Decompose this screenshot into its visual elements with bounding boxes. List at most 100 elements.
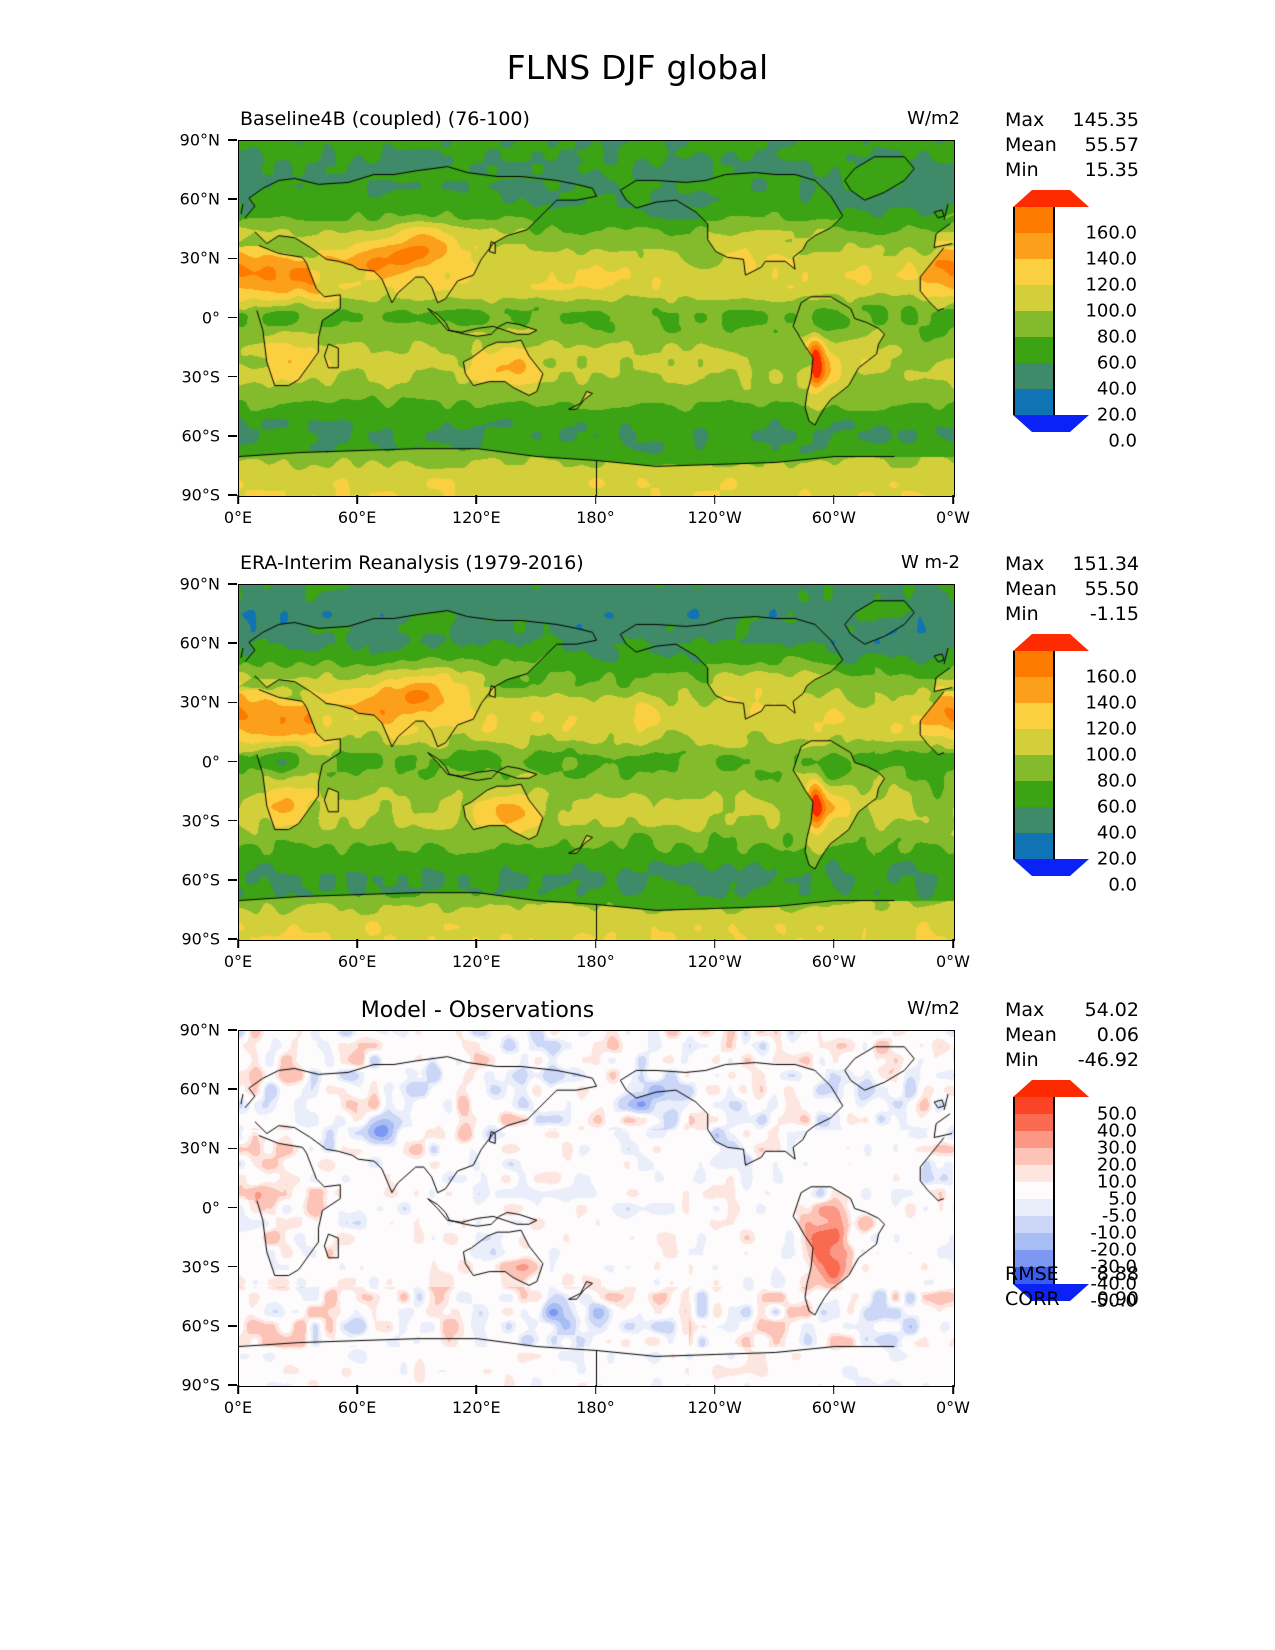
x-tick-mark (475, 939, 478, 948)
y-tick-mark (228, 198, 237, 200)
colorbar-arrow-up (1013, 634, 1089, 651)
y-tick-mark (228, 583, 237, 585)
colorbar-tick-label: -40.0 (1090, 1273, 1137, 1295)
stats-difference: Max 54.02 Mean 0.06 Min -46.92 (1005, 998, 1139, 1073)
y-tick-mark (228, 760, 237, 763)
colorbar-difference: 50.0 40.0 30.0 20.0 10.0 5.0 -5.0 -10.0 -20.0 -30… (1013, 1080, 1137, 1312)
y-tick-label: 60°N (179, 189, 220, 209)
y-tick-label: 30°N (179, 692, 220, 712)
x-tick-mark (475, 1385, 478, 1394)
map-plot-model (238, 140, 955, 497)
y-tick-mark (228, 316, 237, 319)
x-axis-difference: 0°E 60°E 120°E 180° 120°W 60°W 0°W (224, 1385, 970, 1425)
y-tick-mark (228, 938, 237, 940)
colorbar-arrow-up (1013, 1080, 1089, 1097)
y-tick-mark (228, 494, 237, 496)
stat-label: Max (1005, 109, 1045, 131)
x-tick-label: 60°E (337, 952, 377, 971)
x-tick-mark (356, 939, 358, 948)
colorbar-segment (1015, 259, 1053, 285)
stat-label: Mean (1005, 578, 1057, 600)
x-tick-mark (713, 939, 716, 948)
panel-title-observations: ERA-Interim Reanalysis (1979-2016) (240, 552, 584, 574)
stat-value: 54.02 (1084, 999, 1139, 1021)
colorbar-tick-label: 40.0 (1096, 1120, 1137, 1142)
x-tick-label: 0°E (223, 508, 253, 527)
colorbar-arrow-down (1013, 859, 1089, 876)
y-tick-mark (228, 435, 237, 437)
panel-model: Baseline4B (coupled) (76-100) W/m2 90°N 6… (0, 108, 1275, 527)
x-tick-mark (475, 495, 478, 504)
colorbar-segment (1015, 1250, 1053, 1267)
colorbar-tick-label: 80.0 (1096, 326, 1137, 348)
rmse-label: RMSE (1005, 1263, 1059, 1285)
stat-label: Max (1005, 999, 1045, 1021)
y-tick-label: 60°S (181, 870, 220, 890)
colorbar-body (1013, 207, 1055, 415)
x-tick-label: 0°W (936, 1398, 970, 1417)
y-tick-label: 90°S (181, 1375, 220, 1395)
y-tick-mark (228, 1147, 237, 1150)
colorbar-tick-label: -50.0 (1090, 1290, 1137, 1312)
y-tick-label: 30°S (181, 811, 220, 831)
y-tick-label: 30°N (179, 248, 220, 268)
corr-value: 0.90 (1096, 1288, 1139, 1310)
colorbar-arrow-up (1013, 190, 1089, 207)
stat-value: 0.06 (1096, 1024, 1139, 1046)
colorbar-tick-label: 20.0 (1096, 848, 1137, 870)
panel-title-difference: Model - Observations (360, 998, 595, 1023)
colorbar-tick-label: 30.0 (1096, 1137, 1137, 1159)
colorbar-tick-label: -5.0 (1101, 1205, 1137, 1227)
x-tick-label: 0°E (223, 1398, 253, 1417)
colorbar-tick-label: -30.0 (1090, 1256, 1137, 1278)
colorbar-tick-label: 60.0 (1096, 796, 1137, 818)
y-tick-label: 0° (201, 1198, 220, 1217)
skill-scores: RMSE 8.88 CORR 0.90 (1005, 1262, 1139, 1312)
colorbar-segment (1015, 1097, 1053, 1114)
x-tick-label: 60°E (337, 508, 377, 527)
x-tick-label: 180° (576, 1398, 615, 1417)
colorbar-arrow-down (1013, 1284, 1089, 1301)
y-tick-label: 90°S (181, 485, 220, 505)
y-tick-mark (228, 1325, 237, 1327)
x-tick-mark (833, 939, 835, 948)
x-tick-label: 180° (576, 952, 615, 971)
colorbar-body (1013, 651, 1055, 859)
colorbar-body (1013, 1097, 1055, 1284)
colorbar-tick-label: 120.0 (1085, 274, 1137, 296)
stat-value: 55.50 (1084, 578, 1139, 600)
stats-observations: Max 151.34 Mean 55.50 Min -1.15 (1005, 552, 1139, 627)
colorbar-tick-label: 50.0 (1096, 1103, 1137, 1125)
map-plot-observations (238, 584, 955, 941)
y-axis-observations: 90°N 60°N 30°N 0° 30°S 60°S 90°S (178, 575, 237, 949)
y-tick-label: 60°N (179, 633, 220, 653)
y-axis-model: 90°N 60°N 30°N 0° 30°S 60°S 90°S (178, 131, 237, 505)
stat-label: Max (1005, 553, 1045, 575)
colorbar-tick-label: 10.0 (1096, 1171, 1137, 1193)
y-tick-label: 30°N (179, 1138, 220, 1158)
x-tick-mark (833, 1385, 835, 1394)
x-tick-mark (713, 495, 716, 504)
panel-observations: ERA-Interim Reanalysis (1979-2016) W m-2… (0, 552, 1275, 971)
y-tick-mark (228, 819, 237, 822)
x-tick-label: 60°W (811, 952, 856, 971)
colorbar-tick-label: 120.0 (1085, 718, 1137, 740)
colorbar-tick-label: 40.0 (1096, 378, 1137, 400)
colorbar-tick-label: 80.0 (1096, 770, 1137, 792)
y-tick-mark (228, 701, 237, 704)
stat-label: Mean (1005, 134, 1057, 156)
colorbar-segment (1015, 703, 1053, 729)
x-tick-mark (594, 1385, 597, 1394)
x-tick-mark (237, 495, 239, 504)
y-tick-mark (228, 139, 237, 141)
y-tick-label: 60°N (179, 1079, 220, 1099)
y-tick-label: 90°N (179, 574, 220, 594)
x-tick-label: 120°E (452, 508, 501, 527)
x-tick-label: 120°W (687, 1398, 742, 1417)
y-tick-mark (228, 1384, 237, 1386)
colorbar-segment (1015, 1114, 1053, 1131)
colorbar-segment (1015, 285, 1053, 311)
y-tick-mark (228, 642, 237, 644)
x-tick-label: 60°W (811, 508, 856, 527)
x-tick-mark (952, 495, 954, 504)
